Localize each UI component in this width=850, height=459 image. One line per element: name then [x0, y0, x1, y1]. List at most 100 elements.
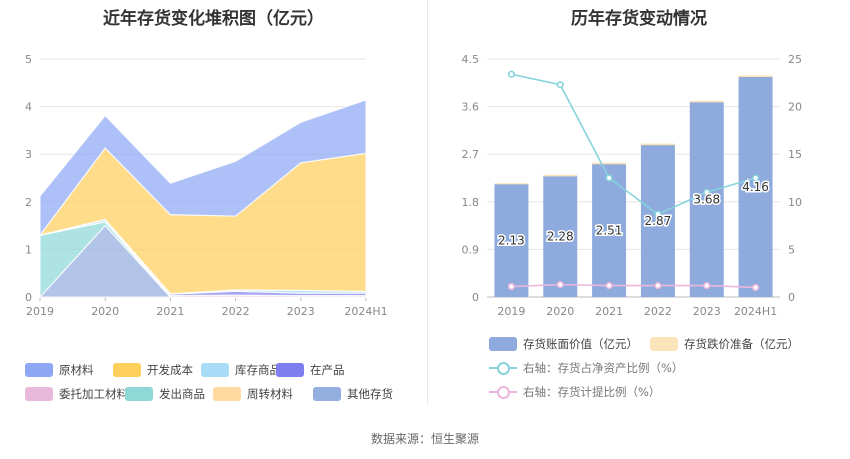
value-bar — [494, 184, 529, 297]
line-point — [556, 81, 564, 89]
legend-swatch — [201, 363, 229, 377]
y-tick-label: 1.8 — [462, 196, 480, 209]
y-tick-label: 0 — [25, 291, 32, 304]
line-point — [507, 282, 516, 291]
x-tick-label: 2019 — [497, 305, 525, 318]
y2-tick-label: 20 — [788, 101, 802, 114]
y-tick-label: 0 — [472, 291, 479, 304]
legend-item[interactable]: 库存商品 — [201, 362, 281, 378]
legend-swatch — [113, 363, 141, 377]
line-point — [751, 283, 760, 292]
legend-label: 右轴：存货占净资产比例（%） — [523, 361, 684, 375]
x-tick-label: 2021 — [595, 305, 623, 318]
reserve-bar — [592, 162, 627, 165]
y-tick-label: 2 — [25, 196, 32, 209]
legend-label: 存货跌价准备（亿元） — [684, 337, 799, 351]
bar-value-label: 2.13 — [498, 234, 525, 248]
value-bar — [738, 76, 773, 297]
legend-label: 存货账面价值（亿元） — [523, 337, 638, 351]
legend-label: 库存商品 — [235, 363, 281, 377]
legend-item[interactable]: 右轴：存货计提比例（%） — [489, 384, 660, 400]
y-tick-label: 1 — [25, 243, 32, 256]
bar-value-label: 4.16 — [742, 180, 769, 194]
line-point — [556, 281, 564, 289]
data-source: 数据来源：恒生聚源 — [370, 432, 479, 446]
x-tick-label: 2024H1 — [344, 305, 387, 318]
x-tick-label: 2020 — [91, 305, 119, 318]
x-tick-label: 2021 — [156, 305, 184, 318]
right-chart-title: 历年存货变动情况 — [571, 9, 707, 29]
x-tick-label: 2023 — [693, 305, 721, 318]
legend-label: 开发成本 — [147, 363, 193, 377]
left-chart-title: 近年存货变化堆积图（亿元） — [103, 9, 324, 29]
y-tick-label: 3.6 — [462, 101, 480, 114]
line-point — [605, 174, 613, 182]
legend-item[interactable]: 开发成本 — [113, 362, 193, 378]
legend-swatch — [25, 387, 53, 401]
bar-value-label: 2.28 — [547, 230, 574, 244]
legend-swatch — [313, 387, 341, 401]
x-tick-label: 2020 — [546, 305, 574, 318]
legend-item[interactable]: 原材料 — [25, 362, 94, 378]
y-tick-label: 3 — [25, 148, 32, 161]
line-point — [605, 281, 613, 290]
line-point — [507, 70, 516, 78]
reserve-bar — [738, 75, 773, 78]
reserve-bar — [543, 174, 578, 177]
x-tick-label: 2024H1 — [734, 305, 777, 318]
bar-value-label: 2.51 — [596, 224, 623, 238]
bar-value-label: 3.68 — [693, 193, 720, 207]
stacked-area-chart: 0 1 2 3 4 5 2019 2020 2021 2022 2023 2024H1 — [25, 53, 388, 318]
line-point — [654, 210, 662, 218]
legend-label: 发出商品 — [159, 387, 205, 401]
value-bar — [543, 176, 578, 297]
legend-swatch — [25, 363, 53, 377]
legend-item[interactable]: 发出商品 — [125, 386, 205, 402]
y2-tick-label: 0 — [788, 291, 795, 304]
legend-swatch — [489, 361, 517, 375]
area-原材料 — [39, 99, 367, 237]
x-tick-label: 2022 — [222, 305, 250, 318]
legend-swatch — [489, 385, 517, 399]
x-tick-label: 2019 — [26, 305, 54, 318]
legend-label: 委托加工材料 — [59, 387, 128, 401]
legend-item[interactable]: 周转材料 — [213, 386, 293, 402]
legend-item[interactable]: 在产品 — [276, 362, 345, 378]
y2-tick-label: 10 — [788, 196, 802, 209]
line-point — [703, 188, 711, 196]
line-point — [751, 174, 760, 182]
line-point — [703, 281, 711, 290]
bar-line-chart: 0 0 0.9 5 1.8 10 2.7 15 3.6 20 4.5 25 2019 2020 2021 20… — [462, 53, 803, 318]
legend-label: 其他存货 — [347, 387, 393, 401]
legend-swatch — [125, 387, 153, 401]
x-tick-label: 2022 — [644, 305, 672, 318]
y-tick-label: 0.9 — [462, 243, 480, 256]
legend-item[interactable]: 其他存货 — [313, 386, 393, 402]
legend-label: 在产品 — [310, 363, 345, 377]
legend-swatch — [276, 363, 304, 377]
y2-tick-label: 5 — [788, 243, 795, 256]
y2-tick-label: 25 — [788, 53, 802, 66]
reserve-bar — [689, 100, 724, 103]
legend-item[interactable]: 右轴：存货占净资产比例（%） — [489, 360, 683, 376]
y-tick-label: 2.7 — [462, 148, 480, 161]
line-provision — [511, 283, 756, 289]
y-tick-label: 4 — [25, 101, 32, 114]
y-tick-label: 5 — [25, 53, 32, 66]
legend-item[interactable]: 存货账面价值（亿元） — [489, 336, 638, 352]
x-tick-label: 2023 — [287, 305, 315, 318]
legend-swatch — [489, 337, 517, 351]
bar-value-label: 2.87 — [645, 214, 672, 228]
panel-divider — [427, 0, 428, 405]
legend-item[interactable]: 委托加工材料 — [25, 386, 128, 402]
reserve-bar — [640, 143, 675, 146]
value-bar — [689, 102, 724, 297]
legend-item[interactable]: 存货跌价准备（亿元） — [650, 336, 799, 352]
legend-swatch — [650, 337, 678, 351]
line-point — [654, 281, 662, 290]
y-tick-label: 4.5 — [462, 53, 480, 66]
value-bar — [640, 145, 675, 297]
legend-label: 原材料 — [59, 363, 94, 377]
line-ratio — [511, 73, 756, 216]
legend-swatch — [213, 387, 241, 401]
